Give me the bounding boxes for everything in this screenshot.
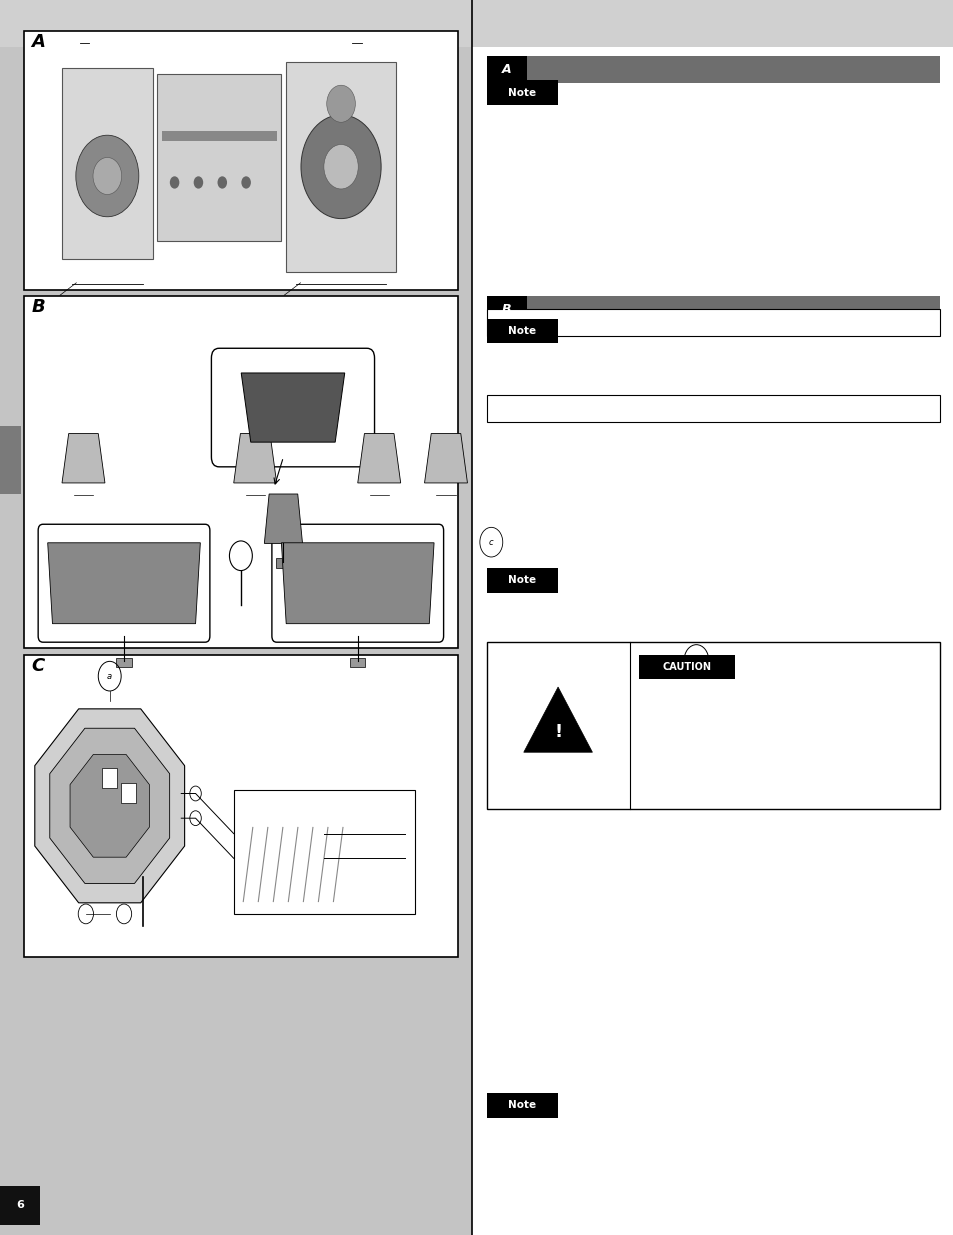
Polygon shape (34, 709, 185, 903)
Bar (472, 47, 953, 1235)
Bar (486, 80, 558, 105)
Text: B: B (501, 304, 511, 316)
Text: Note: Note (508, 576, 536, 585)
Bar (639, 655, 734, 679)
Polygon shape (241, 373, 344, 442)
Polygon shape (62, 433, 105, 483)
Bar (0, 47, 472, 1235)
Bar (486, 296, 939, 324)
Bar (162, 131, 276, 141)
FancyBboxPatch shape (272, 524, 443, 642)
Bar (486, 56, 939, 83)
Bar (486, 56, 526, 83)
Circle shape (217, 177, 227, 189)
Bar (486, 296, 526, 324)
Bar (486, 309, 939, 336)
Polygon shape (48, 543, 200, 624)
Circle shape (241, 177, 251, 189)
Text: Note: Note (508, 326, 536, 336)
Bar (486, 319, 558, 343)
Polygon shape (264, 494, 302, 543)
Bar (0, 1186, 40, 1225)
Bar (102, 768, 117, 788)
Bar (24, 31, 457, 290)
Polygon shape (357, 433, 400, 483)
Circle shape (75, 135, 139, 217)
Text: C: C (31, 657, 45, 674)
Bar (275, 558, 291, 568)
Bar (116, 658, 132, 667)
FancyBboxPatch shape (212, 348, 375, 467)
Bar (486, 642, 939, 809)
Bar (121, 783, 136, 803)
Circle shape (479, 527, 502, 557)
Polygon shape (281, 543, 434, 624)
Bar (286, 62, 395, 272)
FancyBboxPatch shape (38, 524, 210, 642)
Polygon shape (523, 687, 592, 752)
Text: CAUTION: CAUTION (661, 662, 711, 672)
Bar (233, 790, 415, 914)
Bar (24, 655, 457, 957)
Circle shape (193, 177, 203, 189)
Circle shape (301, 115, 381, 219)
Bar (350, 658, 365, 667)
Text: a: a (107, 672, 112, 680)
Text: A: A (501, 63, 511, 75)
Bar (486, 395, 939, 422)
Text: C: C (486, 540, 496, 552)
Text: a: a (693, 656, 699, 666)
Polygon shape (70, 755, 150, 857)
Bar (62, 68, 152, 259)
Text: 6: 6 (16, 1200, 24, 1210)
Bar (0, 0, 953, 47)
Polygon shape (233, 433, 276, 483)
Text: A: A (31, 33, 46, 51)
Bar (157, 74, 281, 241)
Text: !: ! (554, 722, 561, 741)
Circle shape (326, 85, 355, 122)
Circle shape (324, 144, 358, 189)
Text: Note: Note (508, 1100, 536, 1110)
Circle shape (92, 157, 122, 195)
Bar (0, 963, 472, 1235)
Bar (0, 426, 21, 494)
Text: B: B (31, 299, 45, 316)
Text: Note: Note (508, 88, 536, 98)
Text: c: c (489, 537, 493, 547)
Bar (24, 296, 457, 648)
Circle shape (170, 177, 179, 189)
Bar (486, 568, 558, 593)
Polygon shape (50, 729, 170, 883)
Bar (486, 1093, 558, 1118)
Polygon shape (424, 433, 467, 483)
